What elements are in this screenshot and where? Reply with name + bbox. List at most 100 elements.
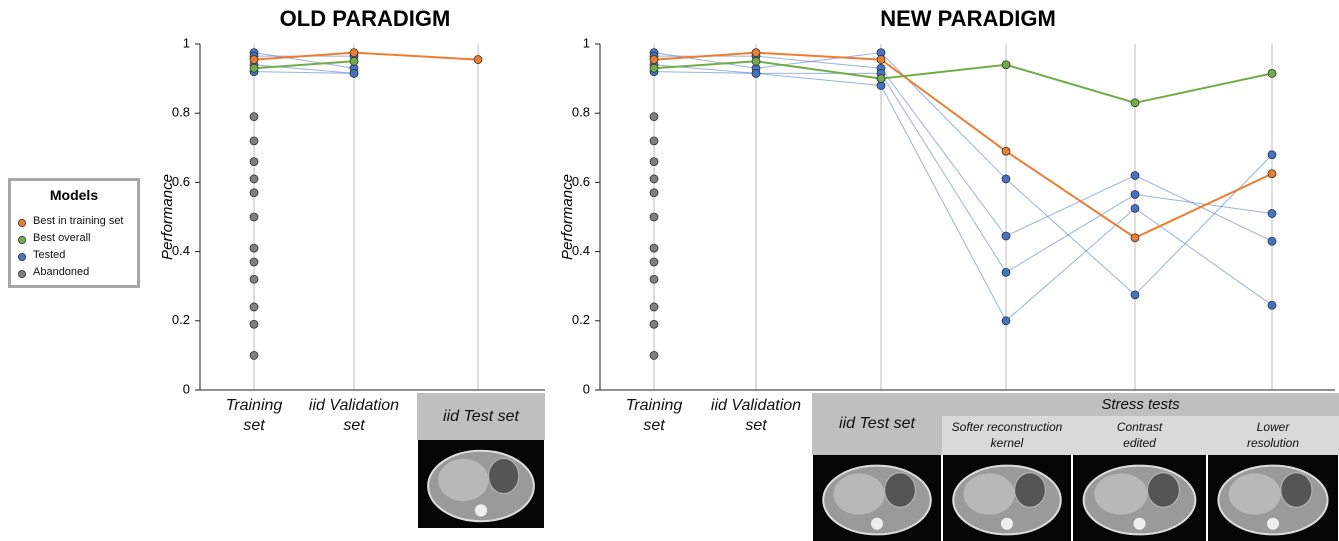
data-point	[649, 55, 659, 64]
data-point	[1267, 150, 1277, 160]
x-tick-label: Training set	[225, 397, 283, 434]
data-point	[349, 56, 359, 66]
legend-marker	[18, 236, 26, 244]
series-line	[653, 60, 1273, 104]
data-point	[649, 212, 659, 222]
data-point	[249, 302, 259, 312]
data-point	[349, 69, 359, 78]
ct-liver	[438, 458, 489, 502]
legend-label: Abandoned	[33, 266, 90, 278]
y-tick-label: 0	[183, 381, 190, 396]
series-line	[653, 71, 1273, 322]
data-point	[876, 74, 886, 83]
chart-title: NEW PARADIGM	[880, 6, 1056, 31]
ct-liver	[1094, 473, 1148, 515]
data-point	[1130, 203, 1140, 213]
data-point	[473, 55, 483, 64]
data-point	[249, 319, 259, 329]
data-point	[649, 257, 659, 267]
data-point	[249, 136, 259, 146]
x-tick-label: iid Validation set	[308, 397, 400, 434]
series-line	[654, 55, 1273, 242]
data-point	[249, 112, 259, 122]
chart-title: OLD PARADIGM	[280, 6, 451, 31]
x-tick-label: Training set	[625, 397, 683, 434]
data-point	[249, 188, 259, 198]
data-point	[249, 350, 259, 360]
category-box	[417, 393, 545, 440]
series-line	[653, 51, 1273, 239]
category-box	[1072, 416, 1207, 455]
ct-spine	[474, 504, 488, 517]
data-point	[1001, 316, 1011, 326]
data-point	[876, 55, 886, 64]
y-tick-label: 1	[183, 35, 190, 50]
x-tick-label: Softer reconstruction kernel	[951, 420, 1063, 450]
y-tick-label: 0.2	[172, 312, 190, 327]
data-point	[649, 243, 659, 253]
data-point	[649, 350, 659, 360]
data-point	[649, 274, 659, 284]
x-tick-label: iid Validation set	[710, 397, 802, 434]
data-point	[649, 63, 659, 73]
x-tick-label: Contrast edited	[1116, 420, 1163, 450]
ct-spine	[1133, 517, 1146, 530]
data-point	[249, 212, 259, 222]
x-tick-label: iid Test set	[839, 415, 915, 432]
data-point	[1267, 69, 1277, 78]
data-point	[1001, 174, 1011, 184]
legend-marker-box	[18, 219, 26, 227]
data-point	[1267, 209, 1277, 218]
data-point	[249, 257, 259, 267]
legend-marker-box	[18, 236, 26, 244]
y-tick-label: 0.8	[172, 105, 190, 120]
legend-marker-box	[18, 253, 26, 261]
data-point	[1001, 231, 1011, 241]
data-point	[249, 63, 259, 73]
data-point	[649, 319, 659, 329]
data-point	[1130, 171, 1140, 180]
group-label: Stress tests	[1101, 396, 1180, 413]
x-tick-label: iid Test set	[443, 407, 519, 425]
ct-spine	[1000, 517, 1014, 530]
ct-stomach	[1146, 472, 1180, 508]
legend-marker	[18, 219, 26, 227]
data-point	[649, 188, 659, 198]
series-line	[253, 52, 355, 69]
category-box	[1207, 416, 1339, 455]
series-line	[253, 71, 355, 74]
group-header	[942, 393, 1339, 416]
data-point	[1001, 146, 1011, 156]
legend-marker-box	[18, 270, 26, 278]
x-tick-label: Lower resolution	[1246, 420, 1300, 450]
data-point	[1001, 60, 1011, 70]
data-point	[1001, 267, 1011, 277]
y-tick-label: 1	[583, 35, 590, 50]
data-point	[649, 136, 659, 146]
data-point	[649, 174, 659, 184]
legend-label: Tested	[33, 249, 66, 261]
data-point	[1130, 233, 1140, 243]
ct-liver	[963, 473, 1015, 515]
y-tick-label: 0.6	[172, 174, 190, 189]
data-point	[249, 174, 259, 184]
data-point	[649, 302, 659, 312]
series-line	[253, 60, 355, 70]
data-point	[751, 48, 761, 58]
data-point	[249, 243, 259, 253]
y-axis-label: Performance	[559, 174, 576, 260]
legend-marker	[18, 253, 26, 261]
data-point	[1130, 290, 1140, 300]
series-line	[653, 64, 1273, 274]
data-point	[1130, 190, 1140, 199]
ct-liver	[833, 473, 885, 515]
ct-spine	[1266, 517, 1280, 530]
category-box	[812, 393, 942, 455]
category-box	[942, 416, 1072, 455]
data-point	[1267, 300, 1277, 310]
ct-stomach	[1280, 472, 1313, 508]
data-point	[751, 69, 761, 78]
data-point	[249, 157, 259, 167]
y-tick-label: 0.2	[572, 312, 590, 327]
